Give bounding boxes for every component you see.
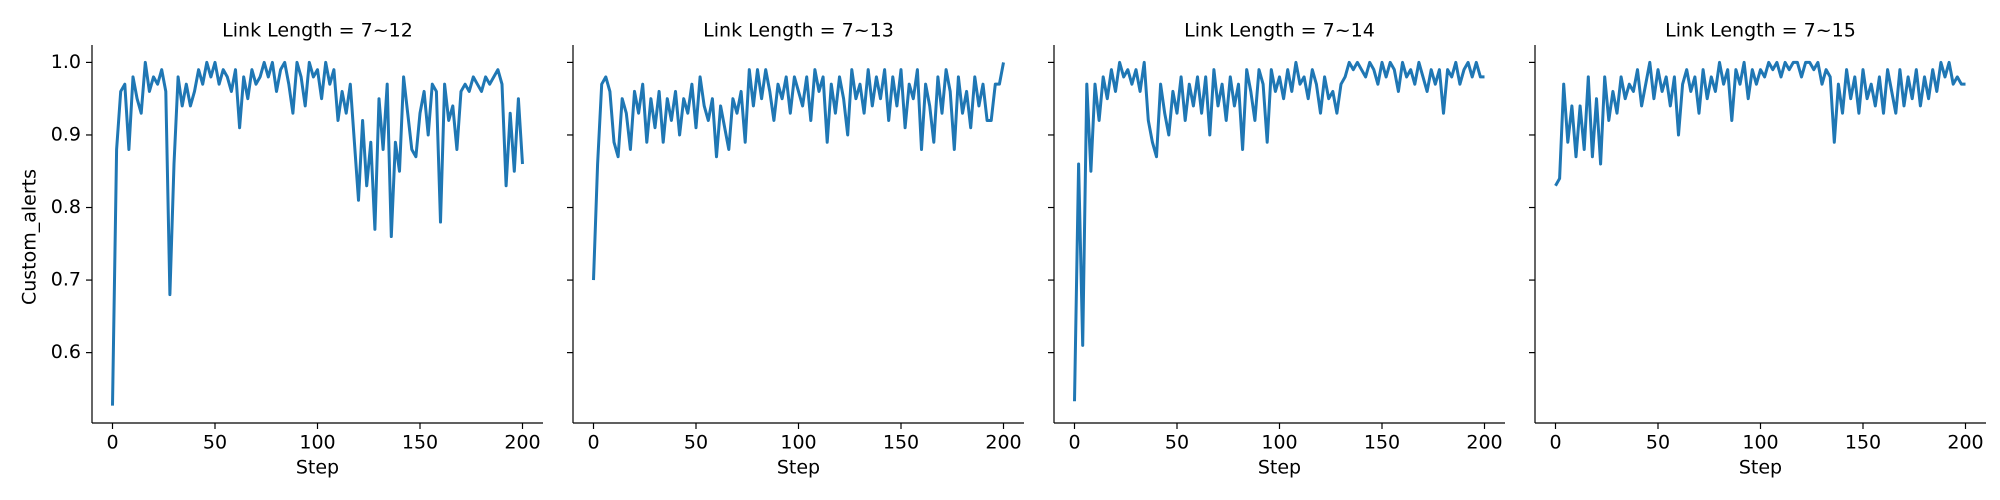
x-tick-label: 150 — [883, 432, 919, 454]
x-tick-label: 100 — [299, 432, 335, 454]
x-tick-label: 200 — [985, 432, 1021, 454]
x-tick-label: 50 — [684, 432, 708, 454]
panel-title: Link Length = 7~15 — [1665, 20, 1856, 42]
x-tick-label: 150 — [1364, 432, 1400, 454]
x-tick-label: 100 — [1261, 432, 1297, 454]
panel-title: Link Length = 7~12 — [222, 20, 413, 42]
x-tick-label: 100 — [1742, 432, 1778, 454]
x-tick-label: 150 — [1845, 432, 1881, 454]
y-axis-label: Custom_alerts — [19, 169, 41, 305]
x-tick-label: 100 — [780, 432, 816, 454]
data-line — [1554, 60, 1966, 187]
x-tick-label: 0 — [1068, 432, 1080, 454]
x-tick-label: 0 — [106, 432, 118, 454]
data-line — [111, 60, 524, 406]
y-tick-label: 0.9 — [51, 123, 81, 145]
x-axis-label: Step — [296, 457, 339, 479]
x-tick-label: 0 — [1549, 432, 1561, 454]
x-tick-label: 0 — [587, 432, 599, 454]
y-tick-label: 0.8 — [51, 196, 81, 218]
x-tick-label: 50 — [1165, 432, 1189, 454]
x-tick-label: 200 — [1947, 432, 1983, 454]
panel-title: Link Length = 7~13 — [703, 20, 894, 42]
y-tick-label: 1.0 — [51, 51, 81, 73]
x-tick-label: 50 — [203, 432, 227, 454]
x-axis-label: Step — [1739, 457, 1782, 479]
x-axis-label: Step — [1258, 457, 1301, 479]
x-tick-label: 200 — [504, 432, 540, 454]
x-tick-label: 200 — [1466, 432, 1502, 454]
panel-title: Link Length = 7~14 — [1184, 20, 1375, 42]
data-line — [592, 62, 1005, 281]
y-tick-label: 0.7 — [51, 269, 81, 291]
x-tick-label: 150 — [402, 432, 438, 454]
x-tick-label: 50 — [1646, 432, 1670, 454]
y-tick-label: 0.6 — [51, 341, 81, 363]
x-axis-label: Step — [777, 457, 820, 479]
data-line — [1073, 60, 1485, 402]
